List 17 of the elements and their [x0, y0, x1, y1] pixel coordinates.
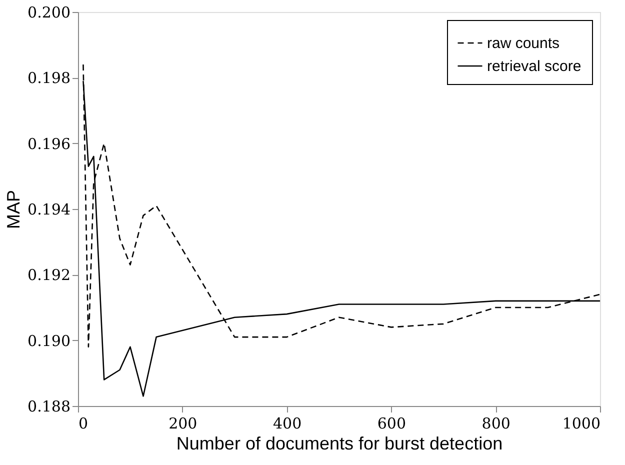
legend-label: raw counts: [487, 35, 560, 52]
y-tick-label: 0.198: [28, 69, 70, 88]
x-tick-label: 600: [377, 414, 406, 432]
x-tick-label: 200: [168, 414, 198, 432]
x-axis-title: Number of documents for burst detection: [176, 434, 503, 454]
x-tick-label: 800: [482, 414, 510, 432]
y-axis-title: MAP: [4, 190, 24, 230]
x-tick-label: 1000: [562, 414, 600, 432]
y-tick-label: 0.196: [28, 134, 70, 153]
y-tick-label: 0.192: [28, 266, 70, 284]
x-tick-label: 400: [272, 414, 302, 432]
y-tick-label: 0.190: [28, 332, 70, 350]
x-tick-label: 0: [78, 414, 88, 432]
y-tick-label: 0.200: [28, 4, 70, 22]
legend-label: retrieval score: [487, 58, 582, 75]
y-tick-label: 0.194: [28, 200, 70, 218]
y-tick-label: 0.188: [28, 398, 70, 416]
